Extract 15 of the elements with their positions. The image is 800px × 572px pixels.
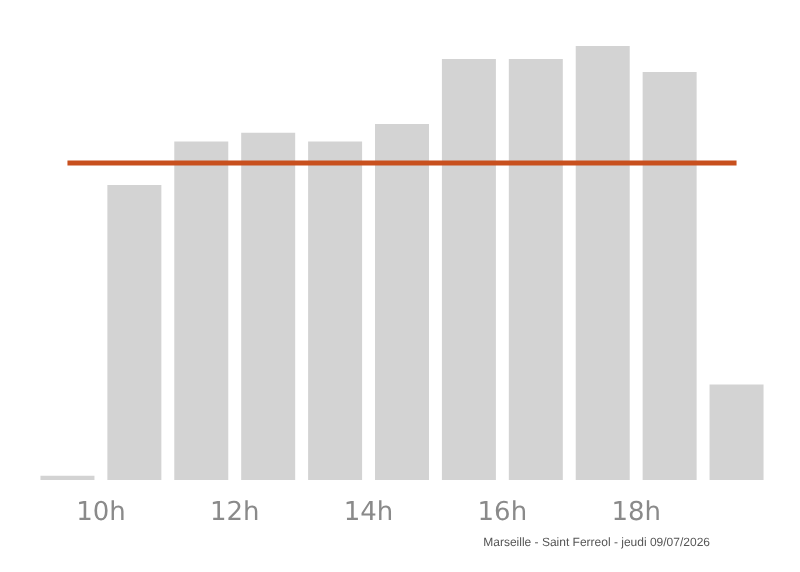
bar (375, 124, 429, 480)
bar (241, 132, 296, 480)
x-tick-label: 14h (343, 498, 394, 528)
bar (174, 141, 229, 480)
bar (709, 384, 764, 480)
bar (107, 184, 162, 480)
bar (642, 72, 697, 480)
x-tick-label: 10h (76, 498, 126, 528)
bar (575, 46, 630, 480)
bar (508, 59, 563, 480)
x-tick-label: 18h (611, 498, 661, 528)
x-tick-label: 12h (209, 498, 260, 528)
bar (441, 59, 496, 480)
bar (308, 141, 363, 480)
x-tick-label: 16h (477, 498, 528, 528)
